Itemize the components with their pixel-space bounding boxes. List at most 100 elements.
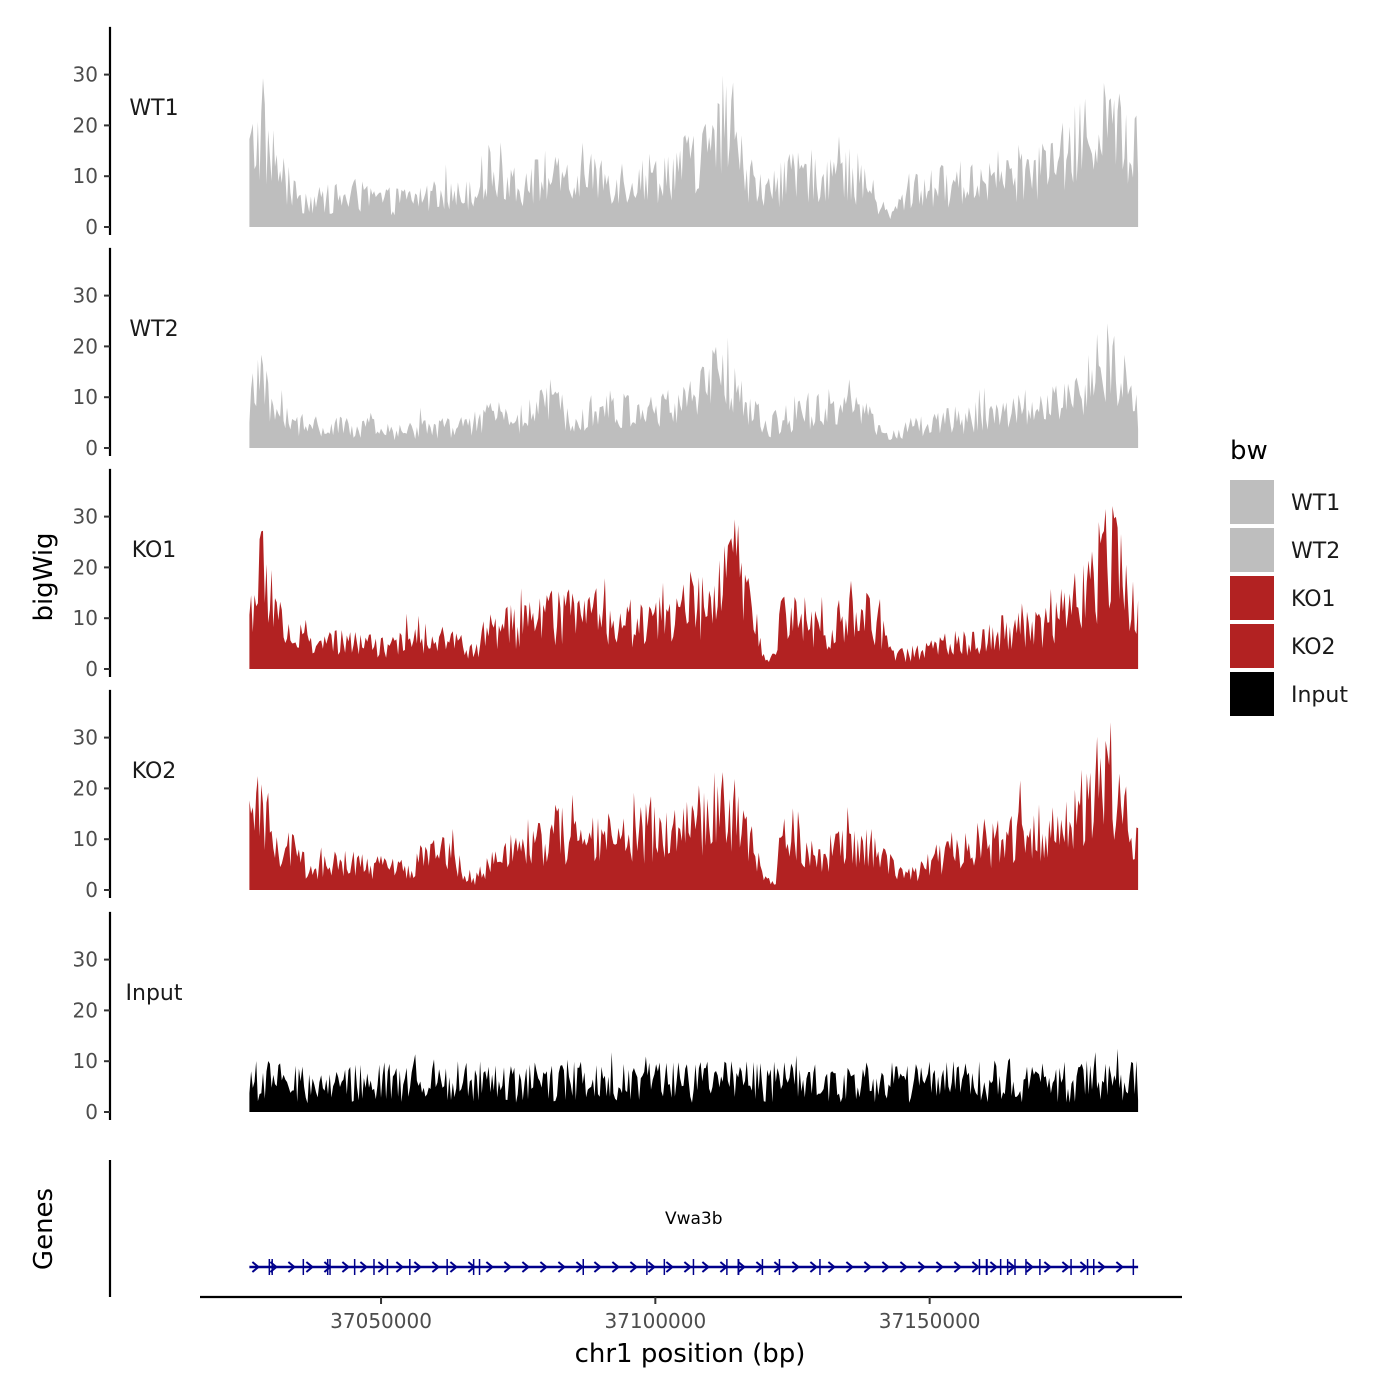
legend-key-ko2	[1230, 624, 1274, 668]
strand-arrow	[917, 1261, 926, 1273]
strand-arrow	[413, 1261, 422, 1273]
track-wt1: 0 10 20 30 WT1	[73, 26, 1139, 239]
strand-arrow	[305, 1261, 314, 1273]
strand-arrow	[251, 1261, 260, 1273]
strand-arrow	[341, 1261, 350, 1273]
x-tick-label: 37100000	[604, 1309, 706, 1333]
track-label-input: Input	[126, 981, 183, 1006]
strand-arrow	[503, 1261, 512, 1273]
legend-key-wt2	[1230, 528, 1274, 572]
strand-arrow	[395, 1261, 404, 1273]
strand-arrow	[359, 1261, 368, 1273]
strand-arrow	[431, 1261, 440, 1273]
gene-label: Vwa3b	[665, 1209, 723, 1229]
y-tick-label: 30	[73, 505, 98, 529]
strand-arrow	[467, 1261, 476, 1273]
strand-arrow	[539, 1261, 548, 1273]
legend-label-input: Input	[1291, 683, 1348, 708]
strand-arrow	[1079, 1261, 1088, 1273]
strand-arrow	[593, 1261, 602, 1273]
legend-label-wt2: WT2	[1291, 539, 1340, 564]
strand-arrow	[701, 1261, 710, 1273]
strand-arrow	[611, 1261, 620, 1273]
signal-area-ko2	[249, 722, 1139, 890]
signal-area-wt2	[249, 323, 1139, 448]
y-tick-label: 30	[73, 726, 98, 750]
strand-arrow	[971, 1261, 980, 1273]
y-axis-title: bigWig	[29, 532, 59, 621]
x-axis-title: chr1 position (bp)	[575, 1339, 806, 1369]
strand-arrow	[647, 1261, 656, 1273]
strand-arrow	[1097, 1261, 1106, 1273]
strand-arrow	[863, 1261, 872, 1273]
strand-arrow	[1061, 1261, 1070, 1273]
strand-arrow	[557, 1261, 566, 1273]
track-ko2: 0 10 20 30 KO2	[73, 689, 1139, 902]
strand-arrow	[449, 1261, 458, 1273]
y-tick-label: 10	[73, 827, 98, 851]
signal-area-ko1	[249, 506, 1139, 669]
track-input: 0 10 20 30 Input	[73, 911, 1139, 1124]
strand-arrow	[881, 1261, 890, 1273]
strand-arrow	[323, 1261, 332, 1273]
y-tick-label: 20	[73, 334, 98, 358]
y-tick-label: 10	[73, 1049, 98, 1073]
strand-arrow	[575, 1261, 584, 1273]
y-tick-label: 20	[73, 555, 98, 579]
y-tick-label: 20	[73, 113, 98, 137]
strand-arrow	[845, 1261, 854, 1273]
signal-area-input	[249, 1048, 1139, 1112]
legend-title: bw	[1230, 436, 1268, 466]
strand-arrow	[287, 1261, 296, 1273]
x-tick-label: 37050000	[330, 1309, 432, 1333]
strand-arrow	[1043, 1261, 1052, 1273]
strand-arrow	[737, 1261, 746, 1273]
y-tick-label: 30	[73, 63, 98, 87]
signal-area-wt1	[249, 75, 1139, 227]
y-tick-label: 0	[85, 436, 98, 460]
strand-arrow	[1007, 1261, 1016, 1273]
strand-arrow	[935, 1261, 944, 1273]
strand-arrow	[1025, 1261, 1034, 1273]
y-tick-label: 10	[73, 385, 98, 409]
y-tick-label: 10	[73, 164, 98, 188]
y-tick-label: 0	[85, 215, 98, 239]
x-tick-label: 37150000	[879, 1309, 981, 1333]
genes-layer: Vwa3b	[108, 1160, 1139, 1297]
y-tick-label: 20	[73, 998, 98, 1022]
legend: bw WT1 WT2 KO1 KO2 Input	[1230, 436, 1348, 716]
gene-vwa3b: Vwa3b	[249, 1209, 1139, 1275]
legend-label-ko1: KO1	[1291, 587, 1336, 612]
y-tick-label: 30	[73, 284, 98, 308]
strand-arrow	[719, 1261, 728, 1273]
strand-arrow	[791, 1261, 800, 1273]
track-label-wt2: WT2	[129, 317, 178, 342]
legend-key-wt1	[1230, 480, 1274, 524]
strand-arrow	[809, 1261, 818, 1273]
track-ko1: 0 10 20 30 KO1	[73, 468, 1139, 681]
y-tick-label: 0	[85, 878, 98, 902]
strand-arrow	[953, 1261, 962, 1273]
y-tick-label: 30	[73, 948, 98, 972]
y-tick-label: 20	[73, 776, 98, 800]
strand-arrow	[269, 1261, 278, 1273]
strand-arrow	[629, 1261, 638, 1273]
strand-arrow	[665, 1261, 674, 1273]
strand-arrow	[1115, 1261, 1124, 1273]
legend-label-ko2: KO2	[1291, 635, 1336, 660]
strand-arrow	[755, 1261, 764, 1273]
strand-arrow	[827, 1261, 836, 1273]
legend-key-input	[1230, 672, 1274, 716]
strand-arrow	[899, 1261, 908, 1273]
genes-axis-title: Genes	[29, 1188, 59, 1270]
tracks-layer: 0 10 20 30 WT1 0 10 20 30 WT2 0 10 20 30 KO1 0 10 20 30 KO2…	[73, 26, 1139, 1124]
y-tick-label: 0	[85, 657, 98, 681]
legend-label-wt1: WT1	[1291, 491, 1340, 516]
y-tick-label: 10	[73, 606, 98, 630]
strand-arrow	[485, 1261, 494, 1273]
strand-arrow	[377, 1261, 386, 1273]
x-axis: 37050000 37100000 37150000	[200, 1295, 1182, 1333]
legend-key-ko1	[1230, 576, 1274, 620]
